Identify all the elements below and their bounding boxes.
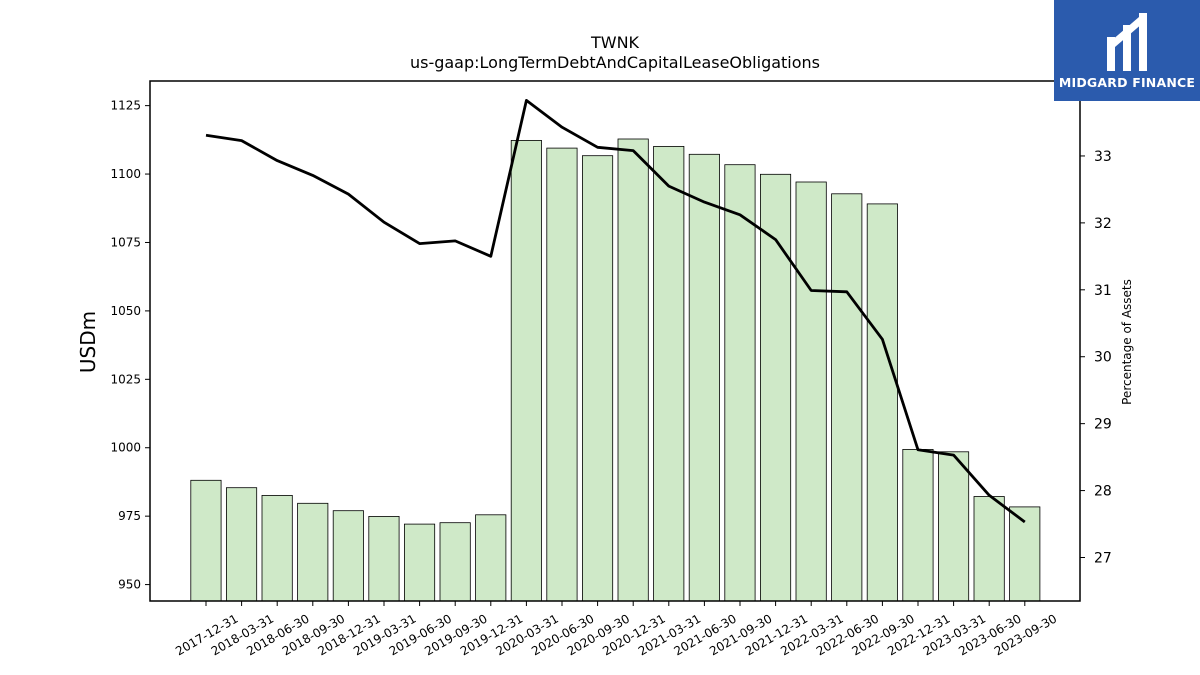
bar <box>190 479 222 602</box>
bar <box>1009 506 1041 602</box>
bar <box>403 523 436 602</box>
y2-tick-label: 29 <box>1094 417 1112 433</box>
y-tick-label: 1050 <box>110 304 141 318</box>
y-tick-label: 1100 <box>110 167 141 181</box>
bar <box>973 496 1005 602</box>
bar <box>866 203 898 602</box>
y2-tick-label: 30 <box>1094 350 1112 366</box>
brand-logo: MIDGARD FINANCE <box>1054 0 1200 101</box>
bar <box>582 155 614 602</box>
y-tick-label: 950 <box>118 578 141 592</box>
bar <box>546 147 578 602</box>
bar <box>653 145 685 602</box>
bar <box>368 516 400 602</box>
bar <box>724 164 756 602</box>
bar <box>831 193 863 602</box>
y2-tick-label: 27 <box>1094 550 1112 566</box>
bar <box>760 173 792 602</box>
brand-name: MIDGARD FINANCE <box>1058 75 1196 90</box>
plot-frame <box>149 80 1081 602</box>
bar <box>938 451 970 602</box>
bar <box>795 181 827 602</box>
midgard-logo-icon <box>1107 13 1147 71</box>
chart-title: TWNK <box>590 33 640 52</box>
bar <box>439 522 471 602</box>
bar <box>297 502 329 602</box>
y-tick-label: 1000 <box>110 441 141 455</box>
y-tick-label: 1125 <box>110 99 141 113</box>
y2-tick-label: 32 <box>1094 216 1112 232</box>
plot-area: 950 975 1000 1025 1050 1075 1100 1125 27 28 29 30 31… <box>110 80 1112 658</box>
y2-tick-label: 31 <box>1094 283 1112 299</box>
y-tick-label: 1075 <box>110 235 141 249</box>
y2-tick-label: 28 <box>1094 484 1112 500</box>
bar <box>225 487 258 602</box>
y2-axis-label: Percentage of Assets <box>1120 279 1134 405</box>
chart-subtitle: us-gaap:LongTermDebtAndCapitalLeaseOblig… <box>410 53 820 72</box>
bar <box>902 448 934 602</box>
bar <box>261 494 293 602</box>
y2-tick-label: 33 <box>1094 149 1112 165</box>
y-axis-label: USDm <box>76 311 100 373</box>
bar <box>510 139 542 602</box>
bar <box>332 510 364 602</box>
bar <box>475 514 507 602</box>
bar <box>617 138 649 602</box>
y-tick-label: 975 <box>118 509 141 523</box>
series-line <box>205 99 1026 524</box>
y-tick-label: 1025 <box>110 372 141 386</box>
bar <box>688 153 720 602</box>
